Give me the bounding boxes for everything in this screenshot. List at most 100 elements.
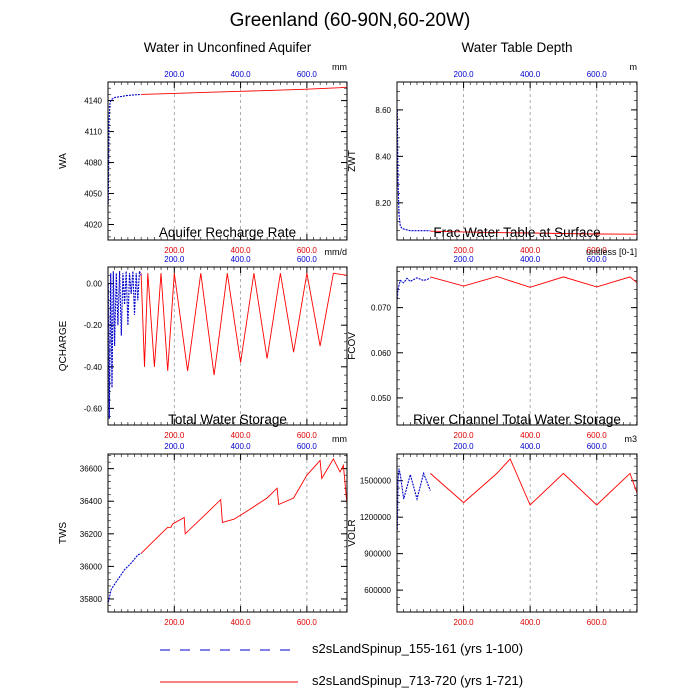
x-tick-label-bottom: 600.0: [297, 431, 318, 440]
panel-zwt: Water Table Depth m ZWT 200.0 200.0 400.0 400.…: [345, 40, 700, 255]
x-tick-label-top: 600.0: [297, 70, 318, 79]
x-tick-label-bottom: 200.0: [454, 618, 475, 627]
x-tick-label-bottom: 600.0: [297, 618, 318, 627]
units-label: m3: [624, 434, 637, 444]
panel-volr: River Channel Total Water Storage m3 VOLR 2…: [345, 412, 700, 627]
y-tick-label: 0.050: [371, 394, 392, 403]
x-tick-label-bottom: 400.0: [520, 618, 541, 627]
chart-tws: Total Water Storage mm TWS 200.0 200.0 400.0 4…: [58, 412, 348, 627]
x-tick-label-bottom: 400.0: [520, 431, 541, 440]
y-axis-label: VOLR: [347, 519, 358, 546]
legend-item-series-b: s2sLandSpinup_713-720 (yrs 1-721): [160, 672, 560, 692]
units-label: mm: [332, 434, 347, 444]
y-tick-label: -0.60: [84, 404, 103, 413]
y-axis-label: WA: [58, 153, 69, 169]
plot-frame: [107, 81, 348, 241]
legend-swatch-series-b: [160, 681, 298, 683]
y-tick-label: 35800: [80, 595, 103, 604]
y-axis-label: QCHARGE: [58, 320, 69, 371]
y-axis-label: TWS: [58, 522, 69, 545]
chart-title: Water Table Depth: [461, 40, 572, 55]
series-line-713-720: [430, 276, 637, 288]
x-tick-label-top: 200.0: [454, 70, 475, 79]
y-tick-label: 1200000: [360, 513, 392, 522]
x-tick-label-top: 400.0: [231, 70, 252, 79]
plot-frame: [396, 81, 638, 241]
panel-wa: Water in Unconfined Aquifer mm WA 200.0 200.…: [0, 40, 360, 255]
legend-label-series-b: s2sLandSpinup_713-720 (yrs 1-721): [312, 673, 524, 688]
y-tick-label: -0.20: [84, 321, 103, 330]
legend-swatch-series-a: [160, 649, 298, 651]
series-line-155-161: [108, 93, 142, 204]
chart-title: Total Water Storage: [168, 412, 287, 427]
x-tick-label-bottom: 600.0: [587, 618, 608, 627]
y-tick-label: 4050: [84, 190, 102, 199]
chart-fcov: Frac Water Table at Surface unitless [0-1…: [347, 225, 638, 440]
plot-frame: [107, 266, 348, 426]
y-tick-label: 36200: [80, 530, 103, 539]
legend-label-series-a: s2sLandSpinup_155-161 (yrs 1-100): [312, 641, 524, 656]
series-line-713-720: [140, 457, 347, 554]
x-tick-label-top: 600.0: [297, 255, 318, 264]
units-label: mm: [332, 62, 347, 72]
y-tick-label: 4080: [84, 159, 102, 168]
series-line-713-720: [140, 272, 347, 376]
series-line-155-161: [108, 271, 142, 419]
series-line-713-720: [141, 86, 347, 95]
x-tick-label-bottom: 600.0: [587, 246, 608, 255]
x-tick-label-bottom: 200.0: [164, 431, 185, 440]
y-tick-label: -0.40: [84, 363, 103, 372]
x-tick-label-bottom: 400.0: [231, 246, 252, 255]
series-line-713-720: [430, 458, 637, 506]
panel-qcharge: Aquifer Recharge Rate mm/d QCHARGE 200.0 200…: [0, 225, 360, 440]
chart-title: Water in Unconfined Aquifer: [144, 40, 312, 55]
x-tick-label-top: 600.0: [587, 442, 608, 451]
figure-title: Greenland (60-90N,60-20W): [229, 10, 471, 31]
x-tick-label-top: 600.0: [587, 255, 608, 264]
x-tick-label-top: 400.0: [231, 442, 252, 451]
x-tick-label-bottom: 400.0: [231, 431, 252, 440]
chart-title: Aquifer Recharge Rate: [159, 225, 296, 240]
y-tick-label: 36000: [80, 562, 103, 571]
series-line-155-161: [108, 552, 142, 603]
chart-title: River Channel Total Water Storage: [413, 412, 621, 427]
y-tick-label: 900000: [364, 550, 391, 559]
units-label: mm/d: [325, 247, 348, 257]
x-tick-label-bottom: 600.0: [587, 431, 608, 440]
y-tick-label: 8.40: [375, 152, 391, 161]
x-tick-label-top: 200.0: [454, 255, 475, 264]
units-label: m: [630, 62, 638, 72]
x-tick-label-top: 200.0: [454, 442, 475, 451]
y-tick-label: 36600: [80, 465, 103, 474]
chart-wa: Water in Unconfined Aquifer mm WA 200.0 200.…: [58, 40, 348, 255]
series-line-155-161: [397, 109, 431, 232]
panel-tws: Total Water Storage mm TWS 200.0 200.0 400.0 4…: [0, 412, 360, 627]
x-tick-label-top: 600.0: [297, 442, 318, 451]
plot-frame: [396, 453, 638, 613]
y-tick-label: 600000: [364, 586, 391, 595]
series-line-713-720: [430, 230, 637, 235]
y-tick-label: 4020: [84, 221, 102, 230]
y-axis-label: ZWT: [347, 150, 358, 172]
chart-zwt: Water Table Depth m ZWT 200.0 200.0 400.0 400.…: [347, 40, 638, 255]
series-line-155-161: [397, 468, 431, 530]
y-tick-label: 4110: [85, 128, 103, 137]
chart-title: Frac Water Table at Surface: [433, 225, 600, 240]
y-tick-label: 8.60: [375, 106, 391, 115]
y-tick-label: 0.00: [86, 280, 102, 289]
x-tick-label-top: 200.0: [164, 442, 185, 451]
x-tick-label-bottom: 200.0: [454, 431, 475, 440]
x-tick-label-top: 400.0: [231, 255, 252, 264]
plot-frame: [396, 266, 638, 426]
x-tick-label-top: 400.0: [520, 70, 541, 79]
x-tick-label-top: 400.0: [520, 255, 541, 264]
x-tick-label-bottom: 200.0: [164, 246, 185, 255]
y-tick-label: 36400: [80, 497, 103, 506]
panel-fcov: Frac Water Table at Surface unitless [0-1…: [345, 225, 700, 440]
x-tick-label-top: 200.0: [164, 70, 185, 79]
x-tick-label-bottom: 200.0: [454, 246, 475, 255]
x-tick-label-top: 400.0: [520, 442, 541, 451]
y-tick-label: 4140: [84, 97, 102, 106]
units-label: unitless [0-1]: [586, 247, 637, 257]
